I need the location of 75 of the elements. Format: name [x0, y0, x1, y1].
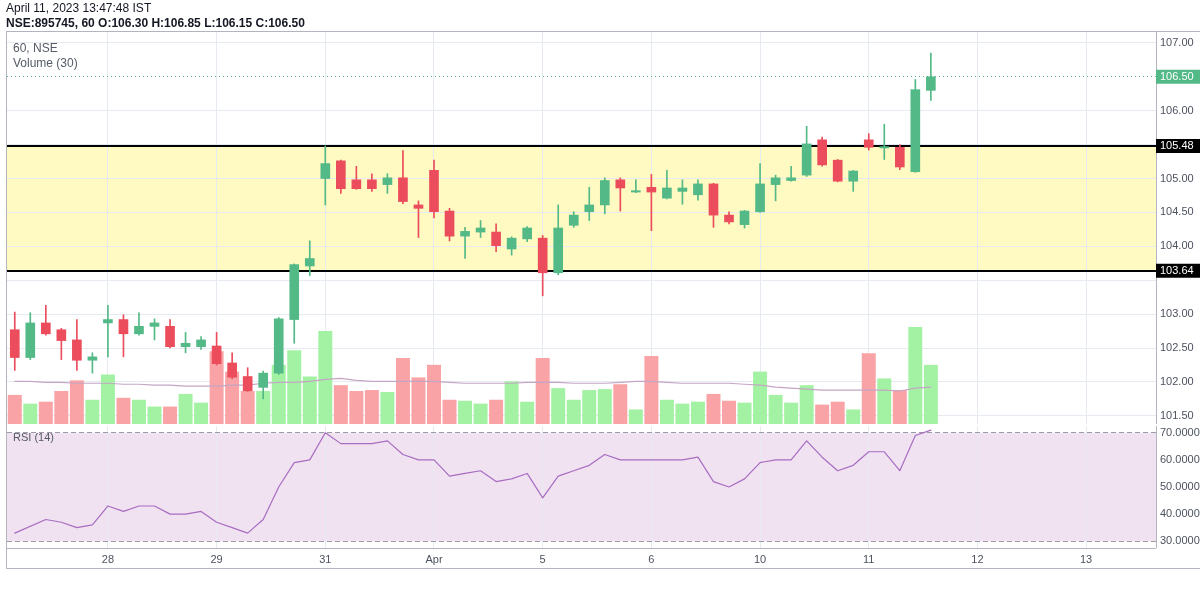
x-tick-label: 31: [319, 552, 332, 565]
bar: [85, 399, 100, 424]
x-tick-label: 29: [210, 552, 223, 565]
y-tick-label: 102.00: [1160, 374, 1194, 387]
bar: [551, 388, 566, 424]
bar: [892, 390, 907, 424]
ref-line-label: 106.50: [1160, 70, 1194, 83]
candlestick: [584, 186, 595, 221]
y-tick-label: 105.00: [1160, 171, 1194, 184]
candlestick: [615, 177, 626, 212]
y-tick-label: 104.00: [1160, 239, 1194, 252]
y-tick-label: 106.00: [1160, 103, 1194, 116]
bar: [69, 380, 84, 424]
y-tick-label: 30.0000: [1160, 534, 1200, 547]
bar: [131, 399, 146, 424]
chart-subtitle: NSE:895745, 60 O:106.30 H:106.85 L:106.15 C:106.50: [6, 16, 305, 30]
x-tick-label: 13: [1080, 552, 1093, 565]
bar: [861, 353, 876, 424]
bar: [489, 399, 504, 424]
ref-line-label: 105.48: [1160, 139, 1194, 152]
bar: [473, 403, 488, 424]
bar: [644, 356, 659, 424]
bar: [427, 364, 441, 424]
y-tick-label: 50.0000: [1160, 480, 1200, 493]
candlestick: [786, 165, 796, 182]
bar: [163, 406, 178, 424]
bar: [706, 393, 721, 424]
y-tick-label: 104.50: [1160, 205, 1194, 218]
candlestick: [304, 240, 315, 276]
x-tick-label: Apr: [425, 552, 443, 565]
y-tick-label: 102.50: [1160, 341, 1194, 354]
bar: [458, 400, 473, 424]
y-tick-label: 70.0000: [1160, 425, 1200, 438]
bar: [830, 401, 845, 424]
bar: [23, 403, 38, 424]
x-tick-label: 5: [539, 552, 546, 565]
annotation: 60, NSE: [13, 41, 58, 55]
y-tick-label: 103.00: [1160, 307, 1194, 320]
x-tick-label: 28: [101, 552, 115, 565]
x-tick-label: 11: [863, 552, 875, 565]
x-tick-label: 12: [971, 552, 984, 565]
candlestick: [879, 123, 890, 160]
text: RSI (14): [13, 431, 54, 444]
y-tick-label: 40.0000: [1160, 507, 1200, 520]
bar: [722, 400, 736, 424]
bar: [442, 399, 457, 424]
y-tick-label: 101.50: [1160, 408, 1194, 421]
bar: [690, 401, 705, 424]
y-tick-label: 60.0000: [1160, 452, 1200, 465]
bar: [613, 384, 628, 424]
bar: [380, 391, 395, 424]
x-tick-label: 10: [753, 552, 767, 565]
candlestick: [631, 179, 641, 194]
bar: [908, 327, 923, 424]
bar: [815, 404, 830, 424]
bar: [147, 406, 162, 424]
bar: [116, 397, 131, 424]
x-tick-label: 6: [648, 552, 655, 565]
bar: [597, 389, 612, 424]
ref-line-label: 103.64: [1160, 264, 1194, 277]
candlestick: [103, 304, 113, 358]
bar: [846, 409, 861, 424]
bar: [799, 385, 814, 424]
bar: [877, 378, 892, 424]
y-tick-label: 107.00: [1160, 35, 1194, 48]
bar: [535, 358, 550, 424]
chart-title: Volume (30): [13, 56, 78, 70]
bar: [7, 394, 22, 424]
bar: [628, 409, 643, 424]
chart-title: April 11, 2023 13:47:48 IST: [6, 1, 152, 15]
bar: [923, 364, 938, 424]
bar: [364, 390, 379, 424]
bar: [100, 374, 115, 424]
candlestick: [460, 226, 470, 259]
bar: [256, 391, 271, 424]
